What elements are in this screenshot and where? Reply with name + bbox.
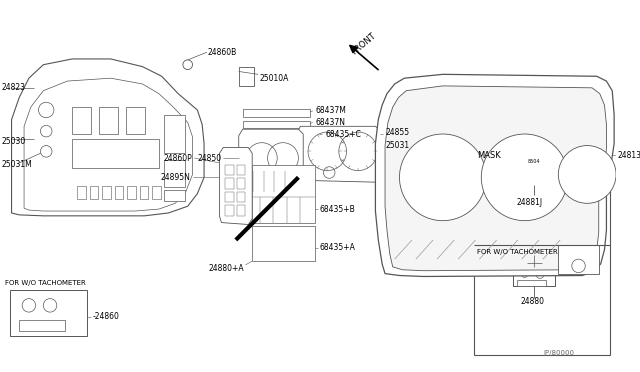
- Bar: [164, 115, 185, 153]
- Bar: [474, 144, 611, 355]
- Text: FOR W/O TACHOMETER: FOR W/O TACHOMETER: [477, 248, 558, 254]
- Bar: [513, 250, 556, 286]
- Bar: [225, 178, 234, 189]
- Bar: [252, 227, 315, 261]
- Bar: [127, 186, 136, 199]
- Text: 8504: 8504: [528, 160, 541, 164]
- Text: 68435+A: 68435+A: [319, 243, 355, 252]
- Text: 25010A: 25010A: [260, 74, 289, 83]
- Bar: [243, 109, 310, 117]
- Text: 24880+A: 24880+A: [209, 264, 244, 273]
- Bar: [90, 186, 98, 199]
- Bar: [102, 186, 111, 199]
- Circle shape: [481, 134, 568, 221]
- Bar: [243, 121, 310, 128]
- Bar: [164, 190, 185, 201]
- Bar: [140, 186, 148, 199]
- Polygon shape: [12, 59, 204, 216]
- Text: 68437M: 68437M: [316, 106, 347, 115]
- Text: JP/80000: JP/80000: [544, 350, 575, 356]
- Bar: [253, 171, 294, 192]
- Bar: [252, 165, 315, 222]
- Bar: [225, 205, 234, 216]
- Polygon shape: [385, 86, 607, 271]
- Text: 24860B: 24860B: [208, 48, 237, 57]
- Text: MASK: MASK: [477, 151, 501, 160]
- Bar: [99, 107, 118, 134]
- Bar: [521, 180, 548, 185]
- Bar: [237, 165, 246, 176]
- Text: 68435+C: 68435+C: [325, 129, 361, 138]
- Text: 24880: 24880: [521, 297, 545, 306]
- Bar: [152, 186, 161, 199]
- Text: 24881J: 24881J: [517, 198, 543, 207]
- Polygon shape: [376, 74, 614, 276]
- Polygon shape: [296, 126, 380, 182]
- Text: 24860P: 24860P: [164, 154, 193, 163]
- Polygon shape: [220, 147, 252, 225]
- Polygon shape: [513, 137, 556, 185]
- Text: 25031M: 25031M: [2, 160, 33, 169]
- Polygon shape: [239, 129, 303, 196]
- Bar: [10, 290, 86, 336]
- Text: 24813: 24813: [618, 151, 640, 160]
- Bar: [239, 67, 254, 86]
- Polygon shape: [24, 78, 193, 211]
- Text: 25030: 25030: [2, 137, 26, 146]
- Bar: [243, 130, 319, 140]
- Text: 24850: 24850: [197, 154, 221, 163]
- Text: 68435+B: 68435+B: [319, 205, 355, 214]
- Bar: [164, 160, 185, 187]
- Circle shape: [558, 145, 616, 203]
- Bar: [517, 280, 546, 286]
- Bar: [225, 165, 234, 176]
- Text: 25031: 25031: [385, 141, 409, 150]
- Circle shape: [399, 134, 486, 221]
- Bar: [72, 139, 159, 168]
- Bar: [126, 107, 145, 134]
- Bar: [72, 107, 92, 134]
- Bar: [77, 186, 86, 199]
- Text: 24895N: 24895N: [161, 173, 191, 182]
- Text: 24855: 24855: [385, 128, 409, 137]
- Text: FOR W/O TACHOMETER: FOR W/O TACHOMETER: [5, 280, 86, 286]
- Text: 68437N: 68437N: [316, 118, 346, 127]
- Bar: [115, 186, 124, 199]
- Bar: [237, 178, 246, 189]
- Bar: [19, 320, 65, 331]
- Bar: [558, 245, 599, 273]
- Text: -24860: -24860: [92, 312, 119, 321]
- Bar: [237, 192, 246, 202]
- Text: FRONT: FRONT: [350, 32, 378, 57]
- Bar: [225, 192, 234, 202]
- Text: 24823: 24823: [2, 83, 26, 92]
- Bar: [237, 205, 246, 216]
- Bar: [513, 250, 521, 257]
